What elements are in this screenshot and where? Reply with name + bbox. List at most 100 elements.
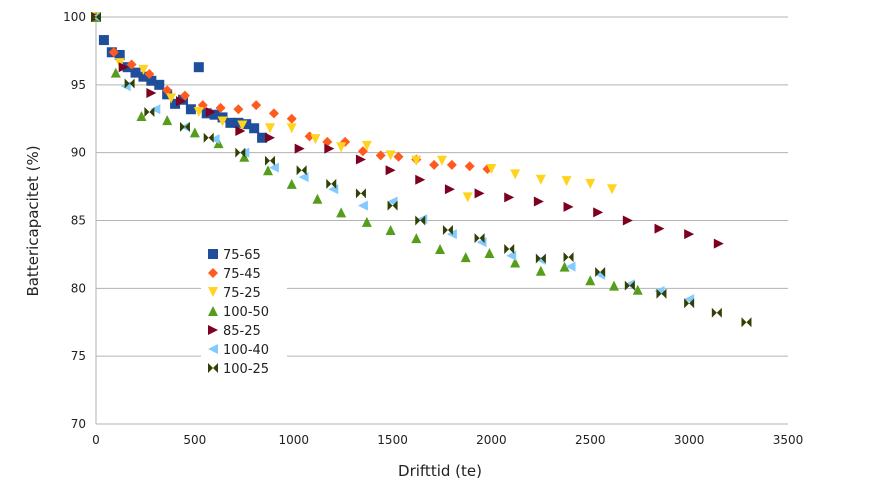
data-point: [233, 117, 244, 128]
data-point: [632, 284, 643, 295]
data-point: [205, 106, 216, 117]
data-point: [585, 178, 596, 189]
data-point: [166, 93, 177, 104]
data-point: [264, 132, 275, 143]
data-point: [684, 298, 695, 309]
data-point: [298, 172, 309, 183]
data-points: [91, 12, 752, 328]
x-tick-label: 0: [92, 433, 100, 447]
legend-label: 75-65: [223, 248, 261, 263]
data-point: [233, 104, 244, 115]
data-point: [429, 159, 440, 170]
data-point: [263, 165, 274, 176]
data-point: [559, 261, 570, 272]
data-point: [446, 229, 457, 240]
data-point: [415, 215, 426, 226]
data-point: [595, 267, 606, 278]
data-point: [235, 125, 246, 136]
data-point: [593, 207, 604, 218]
data-point: [136, 111, 147, 122]
data-point: [355, 154, 366, 165]
data-point: [144, 106, 155, 117]
data-point: [176, 96, 187, 107]
x-tick-label: 500: [183, 433, 206, 447]
data-point: [162, 115, 173, 126]
legend-label: 85-25: [223, 324, 261, 339]
legend-label: 100-40: [223, 343, 269, 358]
legend-marker: [208, 287, 218, 297]
data-point: [385, 224, 396, 235]
series-85-25: [91, 12, 724, 249]
data-point: [385, 165, 396, 176]
data-point: [585, 275, 596, 286]
data-point: [118, 62, 129, 73]
series-100-25: [91, 12, 752, 328]
legend-label: 100-50: [223, 305, 269, 320]
data-point: [336, 207, 347, 218]
data-point: [162, 85, 173, 96]
data-point: [357, 200, 368, 211]
data-point: [170, 98, 181, 109]
data-point: [264, 155, 275, 166]
data-point: [114, 49, 125, 60]
data-point: [607, 184, 618, 195]
data-point: [622, 215, 633, 226]
data-point: [185, 104, 196, 115]
y-axis-title: Battericapacitet (%): [24, 145, 42, 296]
data-point: [146, 75, 157, 86]
data-point: [460, 252, 471, 263]
data-point: [235, 147, 246, 158]
data-point: [437, 155, 447, 166]
data-point: [179, 121, 190, 132]
data-point: [130, 67, 141, 78]
data-point: [108, 47, 119, 58]
axes: [95, 17, 788, 425]
data-point: [264, 123, 275, 134]
data-point: [563, 252, 574, 263]
legend-label: 75-45: [223, 267, 261, 282]
x-tick-label: 2500: [575, 433, 606, 447]
data-point: [203, 132, 214, 143]
data-point: [268, 162, 279, 173]
data-point: [462, 192, 473, 203]
data-point: [361, 216, 372, 227]
x-tick-labels: 0 500 1000 1500 2000 2500 3000 3500: [92, 433, 803, 447]
data-point: [146, 87, 157, 98]
data-point: [154, 79, 165, 90]
data-point: [711, 307, 722, 318]
data-point: [225, 117, 236, 128]
data-point: [435, 243, 446, 254]
y-tick-label: 85: [71, 214, 86, 228]
y-tick-label: 95: [71, 78, 86, 92]
data-point: [504, 192, 515, 203]
data-point: [474, 188, 485, 199]
x-tick-label: 1500: [377, 433, 408, 447]
data-point: [464, 161, 475, 172]
data-point: [442, 224, 453, 235]
data-point: [251, 100, 262, 111]
legend-marker: [208, 363, 218, 373]
series-100-50: [91, 12, 643, 295]
data-point: [474, 233, 485, 244]
data-point: [193, 62, 204, 73]
data-point: [217, 116, 228, 127]
data-point: [150, 104, 161, 115]
data-point: [411, 155, 422, 166]
data-point: [324, 143, 335, 154]
data-point: [444, 184, 455, 195]
y-tick-label: 90: [71, 146, 86, 160]
data-point: [138, 71, 149, 82]
data-point: [713, 238, 724, 249]
series-100-40: [91, 12, 695, 305]
x-axis-title: Drifttid (te): [398, 462, 482, 480]
data-point: [355, 188, 366, 199]
data-point: [326, 178, 337, 189]
data-point: [375, 150, 386, 161]
data-point: [296, 165, 307, 176]
data-point: [510, 257, 521, 268]
x-tick-label: 3000: [674, 433, 705, 447]
legend-box: [201, 242, 287, 379]
y-tick-label: 100: [63, 10, 86, 24]
legend-label: 100-25: [223, 362, 269, 377]
